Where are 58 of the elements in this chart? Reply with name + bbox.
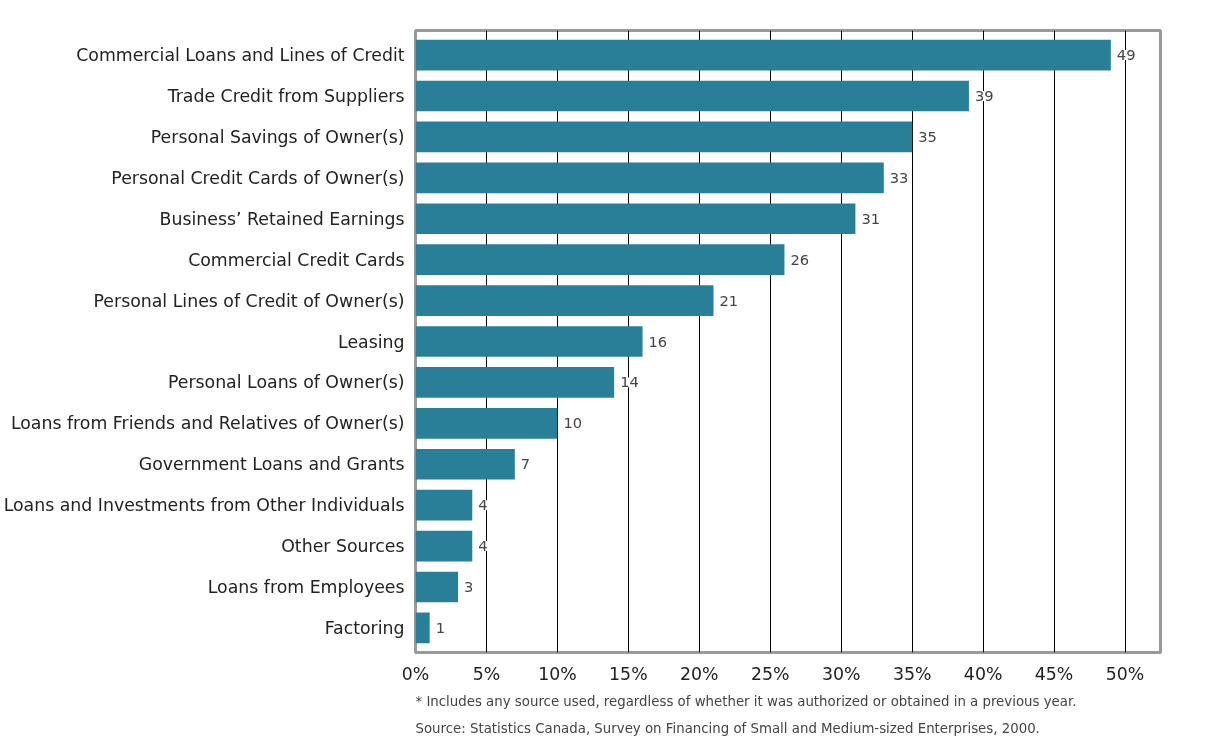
y-tick-label: Loans and Investments from Other Individuals	[3, 495, 405, 516]
data-label: 10	[563, 414, 583, 432]
data-label: 26	[790, 250, 810, 268]
bar	[415, 571, 459, 603]
x-tick-label: 10%	[538, 663, 577, 684]
data-label: 21	[719, 291, 739, 309]
x-tick-label: 0%	[401, 663, 430, 684]
data-label: 3	[464, 578, 474, 596]
y-tick-label: Personal Lines of Credit of Owner(s)	[93, 290, 405, 311]
bar	[415, 326, 643, 357]
x-tick-label: 5%	[472, 663, 501, 684]
y-tick-label: Loans from Friends and Relatives of Owner(s)	[10, 413, 405, 434]
x-tick-label: 30%	[821, 663, 861, 684]
y-tick-label: Personal Savings of Owner(s)	[150, 126, 405, 147]
x-tick-label: 40%	[963, 663, 1003, 684]
x-tick-label: 25%	[751, 663, 790, 684]
x-tick-label: 20%	[680, 663, 719, 684]
y-tick-label: Loans from Employees	[207, 577, 405, 598]
y-tick-label: Commercial Credit Cards	[188, 249, 405, 270]
data-label: 4	[478, 537, 488, 555]
bar	[415, 285, 714, 316]
y-tick-label: Government Loans and Grants	[138, 454, 405, 475]
y-tick-label: Commercial Loans and Lines of Credit	[76, 45, 405, 66]
y-tick-label: Personal Loans of Owner(s)	[167, 372, 405, 393]
bar	[415, 80, 969, 112]
data-label: 1	[435, 618, 446, 636]
data-label: 31	[861, 209, 881, 227]
data-label: 49	[1116, 46, 1136, 64]
bar	[415, 162, 884, 194]
bar	[415, 367, 615, 398]
bar	[415, 489, 473, 521]
x-tick-label: 50%	[1105, 663, 1145, 684]
bar	[415, 448, 515, 480]
x-tick-label: 45%	[1034, 663, 1074, 684]
bar	[415, 203, 856, 235]
data-label: 14	[620, 373, 639, 391]
data-label: 16	[648, 332, 668, 350]
bar	[415, 121, 913, 153]
bar	[415, 244, 785, 275]
text: * Includes any source used, regardless of whether it was authorized or obtained in a previous year.	[415, 693, 1077, 709]
y-tick-label: Personal Credit Cards of Owner(s)	[111, 167, 405, 188]
data-label: 7	[520, 455, 531, 473]
bar	[415, 408, 558, 439]
y-tick-label: Business’ Retained Earnings	[159, 208, 405, 229]
bar	[415, 39, 1111, 71]
data-label: 35	[918, 127, 937, 145]
data-label: 33	[889, 168, 909, 186]
x-tick-label: 35%	[892, 663, 932, 684]
bar	[415, 612, 430, 644]
bar	[415, 530, 473, 562]
y-tick-label: Factoring	[324, 617, 405, 638]
data-label: 4	[478, 496, 488, 514]
y-tick-label: Other Sources	[281, 536, 405, 557]
y-tick-label: Trade Credit from Suppliers	[166, 85, 405, 106]
y-tick-label: Leasing	[338, 331, 405, 352]
data-label: 39	[974, 86, 994, 104]
source-note: Source: Statistics Canada, Survey on Financing of Small and Medium-sized Enterprises, 2000.	[415, 720, 1040, 736]
x-tick-label: 15%	[609, 663, 648, 684]
